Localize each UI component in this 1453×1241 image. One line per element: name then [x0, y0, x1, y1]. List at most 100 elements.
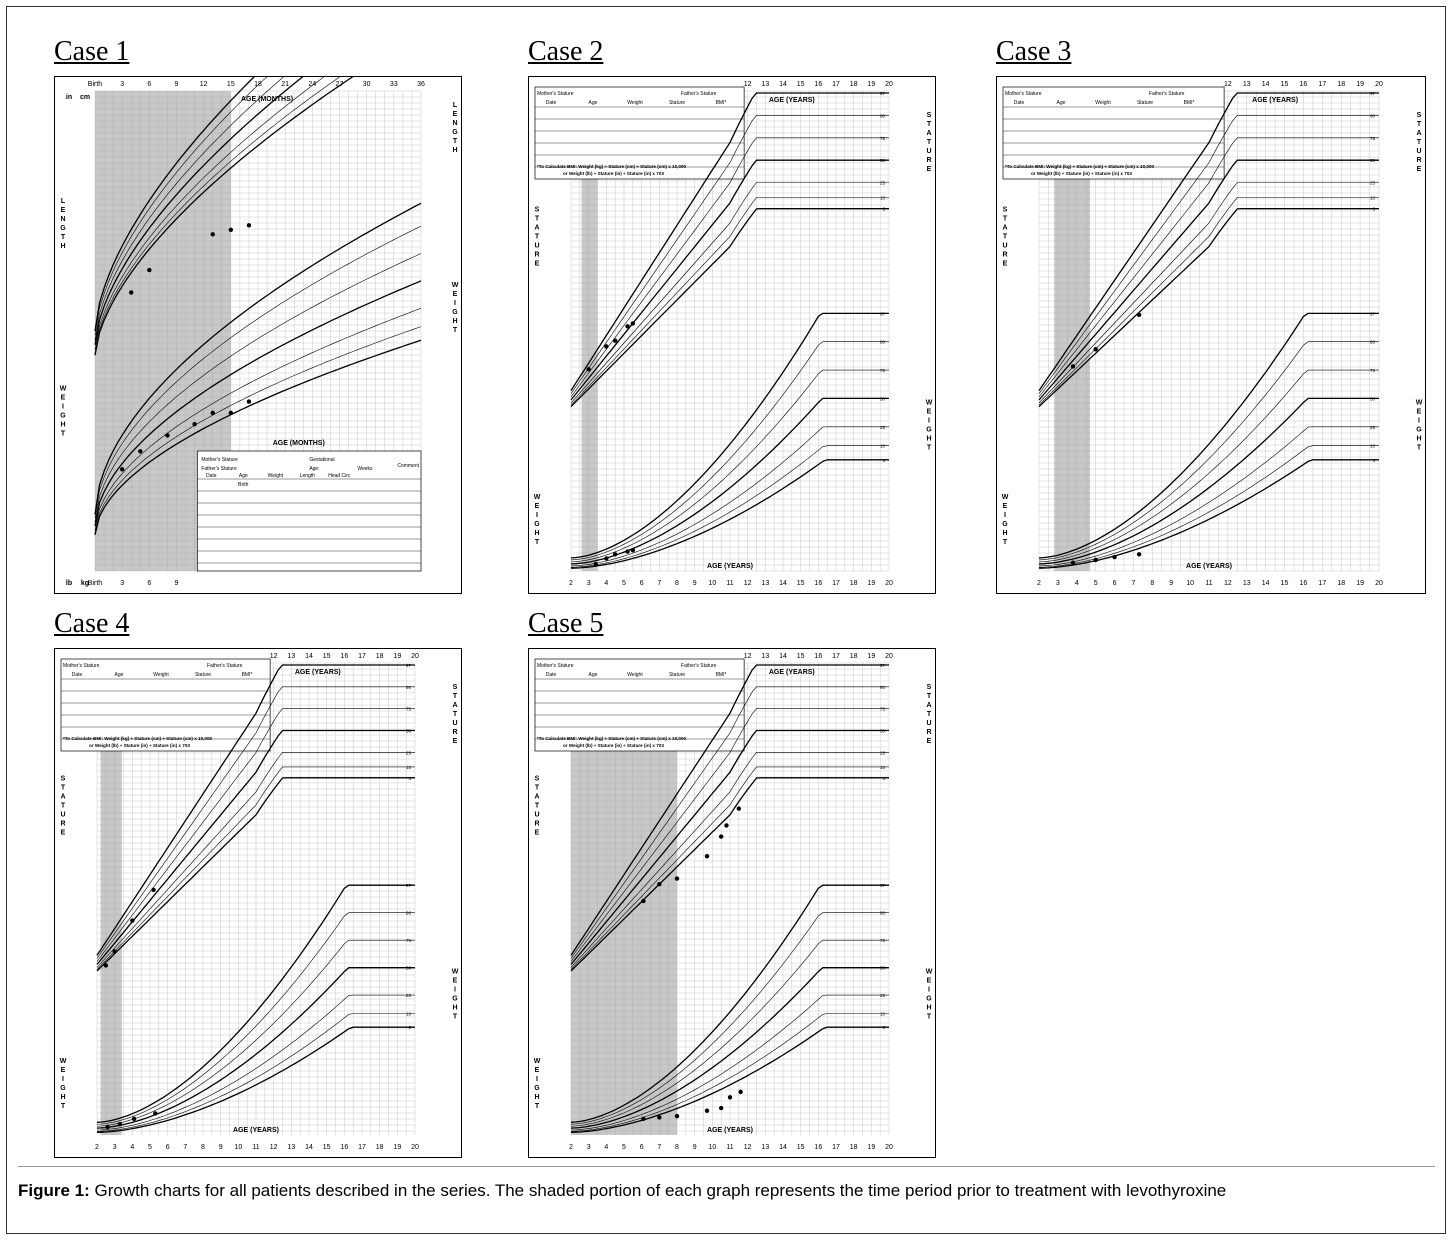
- weight-percentile-label: 50: [880, 396, 886, 401]
- age-tick-label: 19: [1356, 580, 1364, 587]
- weight-data-point: [657, 1115, 662, 1120]
- svg-text:A: A: [1416, 130, 1421, 137]
- top-age-tick-label: 12: [1224, 81, 1232, 88]
- case-3-title: Case 3: [996, 36, 1072, 67]
- age-axis-title: AGE (YEARS): [707, 1127, 753, 1134]
- case-1-title: Case 1: [54, 36, 130, 67]
- unit-in-label: in: [66, 94, 72, 101]
- age-tick-label: 3: [1056, 580, 1060, 587]
- age-axis-title-top: AGE (YEARS): [295, 669, 341, 676]
- svg-text:E: E: [1003, 261, 1008, 268]
- svg-text:I: I: [928, 417, 930, 424]
- age-tick-label: 4: [604, 580, 608, 587]
- age-axis-title: AGE (YEARS): [707, 563, 753, 570]
- top-age-tick-label: 15: [797, 653, 805, 660]
- mothers-stature-label: Mother's Stature: [63, 663, 100, 669]
- age-tick-label: 11: [726, 1144, 733, 1151]
- age-axis: 2 3 4 5 6 7 8 9 10 11 12 13 14 15 16 17 18 19 20 12 13 14 15 16…: [1037, 81, 1383, 587]
- age-tick-label: 20: [885, 580, 893, 587]
- svg-text:U: U: [926, 720, 931, 727]
- weight-data-point: [674, 1113, 680, 1119]
- top-age-tick-label: 20: [1375, 81, 1383, 88]
- svg-text:I: I: [62, 1076, 64, 1083]
- age-tick-label: 18: [850, 580, 858, 587]
- table-col-3: Weight: [1095, 100, 1111, 106]
- stature-percentile-label: 10: [1370, 195, 1376, 200]
- age-tick-label: 9: [219, 1144, 223, 1151]
- age-axis-title: AGE (YEARS): [233, 1127, 279, 1134]
- svg-text:T: T: [535, 234, 540, 241]
- age-tick-label: 2: [569, 580, 573, 587]
- age-tick-label: 12: [744, 580, 752, 587]
- weight-percentile-label: 3: [1372, 458, 1375, 463]
- svg-text:H: H: [452, 1004, 457, 1011]
- top-age-tick-label: 13: [1243, 81, 1251, 88]
- age-tick-label: 11: [252, 1144, 259, 1151]
- svg-text:T: T: [927, 444, 932, 451]
- table-col-5: BMI*: [1184, 100, 1195, 106]
- svg-text:R: R: [926, 157, 931, 164]
- weight-percentile-label: 50: [406, 966, 412, 971]
- growth-chart-case-5: Mother's Stature Father's Stature Date Age W…: [528, 648, 936, 1158]
- age-tick-label: 2: [569, 1144, 573, 1151]
- table-col-1: Date: [546, 100, 557, 106]
- svg-text:W: W: [926, 399, 933, 406]
- top-age-tick-label: 16: [814, 653, 822, 660]
- table-col-4: Stature: [669, 100, 685, 106]
- stature-percentile-curves: [570, 92, 889, 408]
- stature-percentile-label: 90: [880, 113, 886, 118]
- stature-data-point: [112, 949, 117, 954]
- comment-label: Comment: [397, 463, 419, 469]
- svg-text:G: G: [534, 1085, 540, 1092]
- age-axis-title-top: AGE (YEARS): [1252, 97, 1298, 104]
- svg-text:E: E: [453, 291, 458, 298]
- stature-percentile-curves: [1038, 92, 1379, 408]
- weight-percentile-label: 25: [1370, 425, 1376, 430]
- age-tick-label: 15: [797, 580, 805, 587]
- svg-text:R: R: [452, 729, 457, 736]
- chart-svg: Mother's Stature Father's Stature Date Age W…: [534, 81, 933, 587]
- top-age-tick-label: 14: [1262, 81, 1270, 88]
- svg-text:I: I: [536, 512, 538, 519]
- svg-text:G: G: [926, 995, 932, 1002]
- svg-text:G: G: [60, 1085, 66, 1092]
- stature-percentile-label: 10: [880, 765, 886, 770]
- svg-text:A: A: [452, 702, 457, 709]
- mothers-stature-label: Mother's Stature: [537, 91, 574, 97]
- bmi-formula-imperial: or Weight (lb) ÷ Stature (in) ÷ Stature …: [1031, 171, 1132, 176]
- table-col-4: Stature: [195, 672, 211, 678]
- age-tick-label: 2: [1037, 580, 1041, 587]
- bmi-formula-metric: *To Calculate BMI: Weight (kg) ÷ Stature…: [537, 164, 687, 169]
- svg-text:S: S: [927, 112, 932, 119]
- weight-percentile-label: 90: [1370, 340, 1376, 345]
- age-tick-label: 14: [779, 580, 787, 587]
- age-tick-label: 15: [797, 1144, 805, 1151]
- weight-percentile-label: 75: [1370, 368, 1376, 373]
- chart-svg: Mother's Stature Father's Stature Date Age W…: [534, 653, 933, 1151]
- fathers-stature-label: Father's Stature: [681, 663, 717, 669]
- gestational-label: Gestational: [309, 457, 334, 463]
- age-tick-label: 10: [708, 580, 716, 587]
- chart-svg: Mother's Stature Father's Stature Date Age W…: [1002, 81, 1423, 587]
- top-age-tick-label: 17: [358, 653, 366, 660]
- svg-text:H: H: [452, 318, 457, 325]
- svg-text:E: E: [453, 738, 458, 745]
- top-age-tick-label: 18: [850, 653, 858, 660]
- stature-data-point: [704, 854, 710, 859]
- weight-percentile-label: 3: [882, 458, 885, 463]
- svg-text:T: T: [61, 785, 66, 792]
- weight-data-point: [704, 1108, 710, 1113]
- svg-text:N: N: [60, 216, 65, 223]
- weight-data-point: [641, 1116, 646, 1122]
- length-data-point: [129, 290, 134, 295]
- age-tick-label: 18: [376, 1144, 384, 1151]
- age-tick-label: 6: [1113, 580, 1117, 587]
- svg-text:E: E: [535, 1067, 540, 1074]
- stature-percentile-label: 50: [880, 728, 886, 733]
- top-age-tick-label: 27: [336, 81, 344, 88]
- weight-data-point: [228, 410, 234, 416]
- svg-text:I: I: [1004, 512, 1006, 519]
